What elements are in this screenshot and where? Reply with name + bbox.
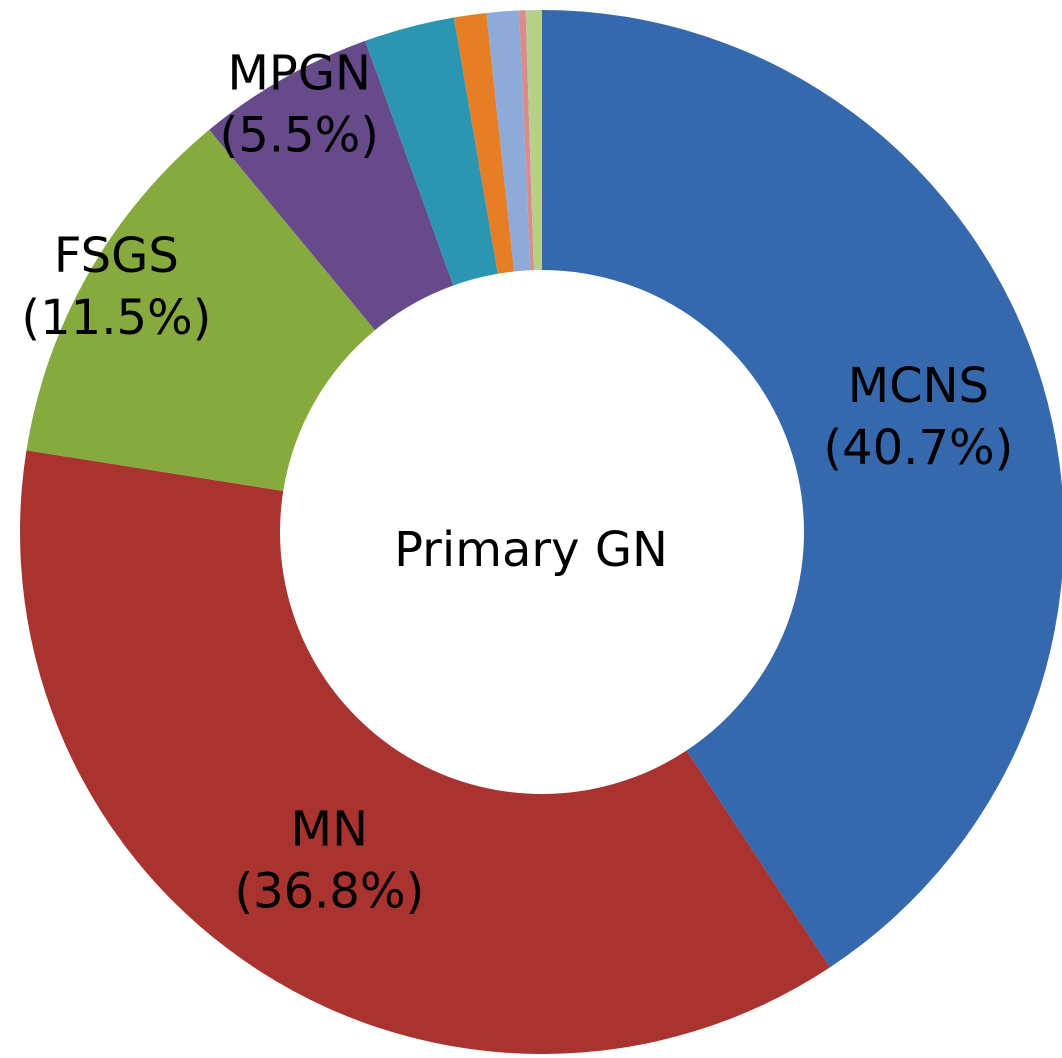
- segment-value: (11.5%): [21, 290, 211, 346]
- segment-name: FSGS: [54, 228, 179, 284]
- segment-value: (36.8%): [234, 863, 424, 919]
- center-title: Primary GN: [394, 522, 668, 578]
- donut-segment: [525, 10, 542, 271]
- segment-value: (40.7%): [823, 420, 1013, 476]
- segment-label: MPGN (5.5%): [220, 45, 379, 163]
- segment-name: MN: [291, 801, 368, 857]
- segment-name: MCNS: [848, 358, 989, 414]
- donut-segment: [365, 17, 498, 286]
- donut-segment: [26, 129, 375, 492]
- segment-label: MCNS (40.7%): [823, 358, 1013, 476]
- donut-segment: [486, 10, 531, 272]
- segment-name: MPGN: [227, 45, 370, 101]
- donut-segment: [19, 450, 830, 1055]
- donut-segment: [209, 40, 454, 331]
- donut-segment: [542, 10, 1062, 968]
- segment-label: FSGS (11.5%): [21, 228, 211, 346]
- donut-segment: [453, 12, 515, 274]
- segment-value: (5.5%): [220, 107, 379, 163]
- donut-segment: [519, 10, 534, 271]
- segment-label: MN (36.8%): [234, 801, 424, 919]
